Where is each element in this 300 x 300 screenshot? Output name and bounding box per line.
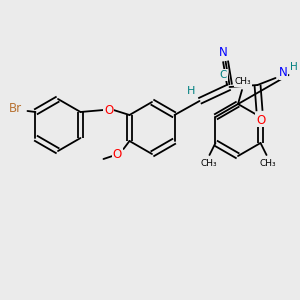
Text: H: H — [290, 62, 297, 72]
Text: CH₃: CH₃ — [259, 158, 276, 167]
Text: CH₃: CH₃ — [235, 77, 251, 86]
Text: O: O — [256, 113, 265, 127]
Text: N: N — [279, 67, 288, 80]
Text: H: H — [290, 62, 297, 72]
Text: N: N — [279, 67, 288, 80]
Text: N: N — [219, 46, 228, 59]
Text: Br: Br — [9, 103, 22, 116]
Text: O: O — [104, 103, 113, 116]
Text: O: O — [104, 103, 113, 116]
Text: H: H — [187, 86, 196, 96]
Text: C: C — [220, 70, 227, 80]
Text: O: O — [113, 148, 122, 161]
Text: CH₃: CH₃ — [200, 158, 217, 167]
